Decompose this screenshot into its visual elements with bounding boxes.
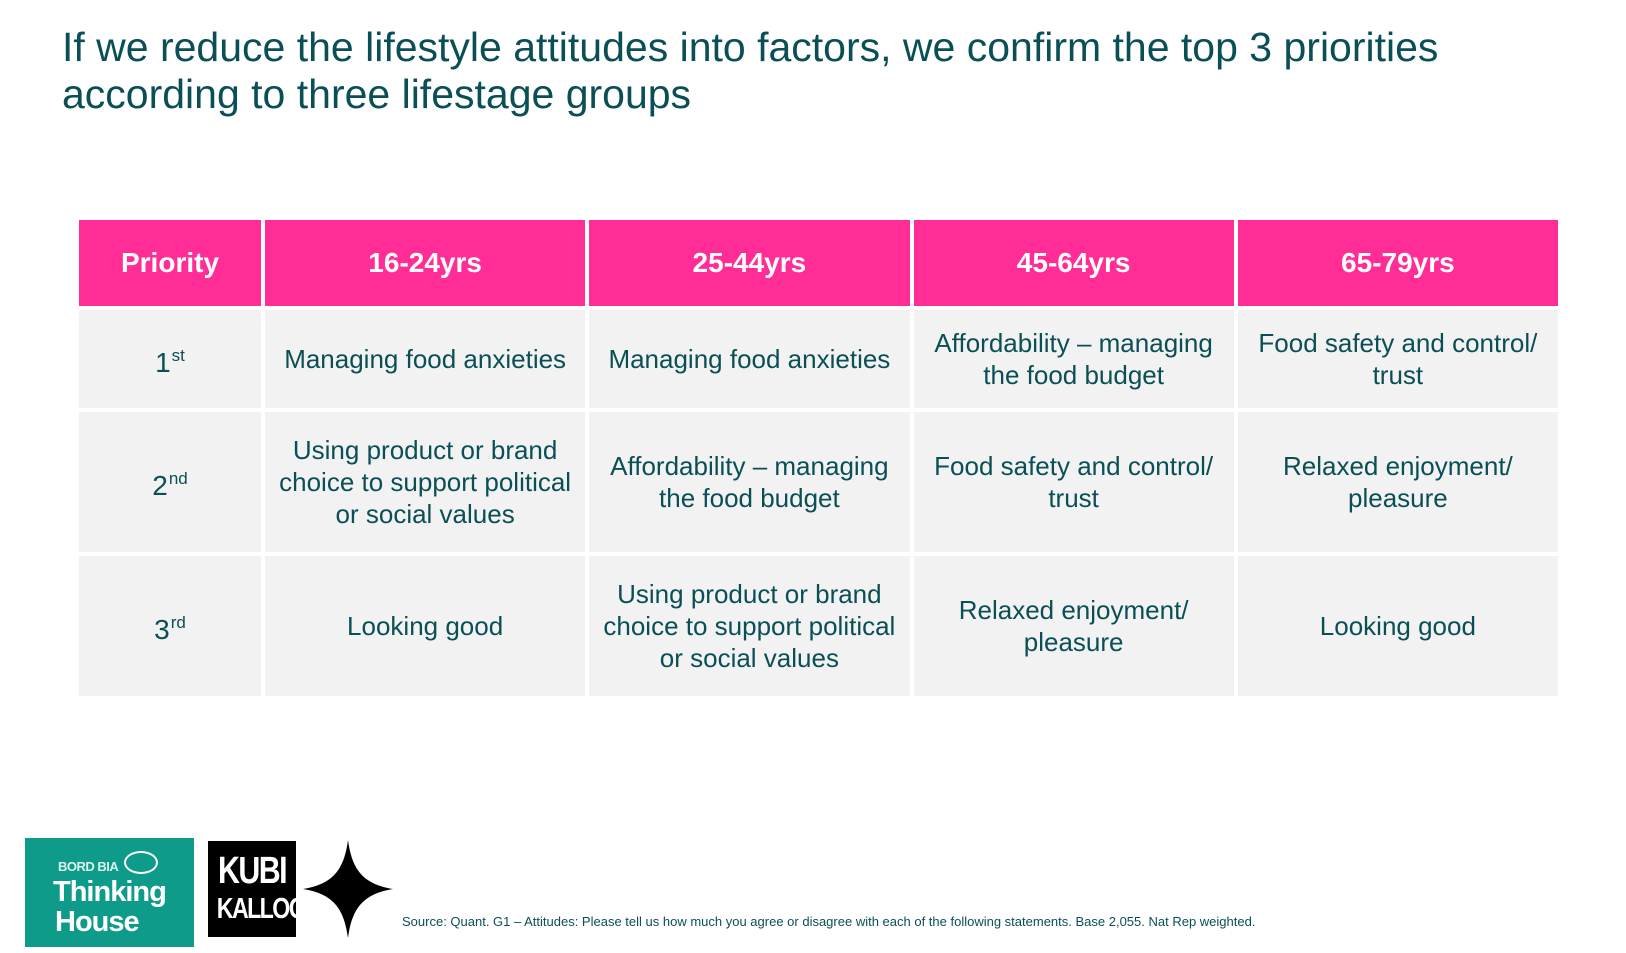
four-point-star-icon (303, 840, 393, 938)
table-cell: Managing food anxieties (589, 310, 910, 408)
rank-label: 2nd (152, 468, 188, 501)
header-65-79: 65-79yrs (1237, 220, 1558, 306)
logo-text-line1: Thinking (53, 876, 167, 908)
rank-label: 1st (155, 345, 185, 378)
rank-cell: 1st (79, 310, 261, 408)
header-25-44: 25-44yrs (589, 220, 910, 306)
table-cell: Using product or brand choice to support… (589, 556, 910, 696)
table-cell: Looking good (1237, 556, 1558, 696)
kubi-kalloo-logo: KUBI KALLOO (208, 841, 307, 937)
table-cell: Food safety and control/ trust (913, 412, 1234, 552)
header-16-24: 16-24yrs (265, 220, 586, 306)
logo-text-small: BORD BIA (58, 859, 119, 874)
slide-title: If we reduce the lifestyle attitudes int… (62, 24, 1439, 117)
table-row: 1st Managing food anxieties Managing foo… (79, 310, 1558, 408)
table-row: 2nd Using product or brand choice to sup… (79, 412, 1558, 552)
table-cell: Using product or brand choice to support… (265, 412, 586, 552)
rank-cell: 3rd (79, 556, 261, 696)
table-cell: Relaxed enjoyment/ pleasure (913, 556, 1234, 696)
table-cell: Affordability – managing the food budget (913, 310, 1234, 408)
source-note: Source: Quant. G1 – Attitudes: Please te… (402, 914, 1256, 929)
logo-text-line1: KUBI (218, 850, 288, 892)
logo-text-line2: KALLOO (216, 893, 307, 925)
table-row: 3rd Looking good Using product or brand … (79, 556, 1558, 696)
table-header-row: Priority 16-24yrs 25-44yrs 45-64yrs 65-7… (79, 220, 1558, 306)
rank-label: 3rd (154, 612, 186, 645)
table-cell: Managing food anxieties (265, 310, 586, 408)
logo-text-line2: House (55, 906, 140, 938)
bord-bia-thinking-house-logo: BORD BIA Thinking House (25, 838, 194, 947)
table-cell: Relaxed enjoyment/ pleasure (1237, 412, 1558, 552)
table-cell: Food safety and control/ trust (1237, 310, 1558, 408)
priority-table: Priority 16-24yrs 25-44yrs 45-64yrs 65-7… (75, 216, 1562, 700)
header-45-64: 45-64yrs (913, 220, 1234, 306)
speech-bubble-icon (124, 851, 158, 874)
table-cell: Looking good (265, 556, 586, 696)
header-priority: Priority (79, 220, 261, 306)
table-cell: Affordability – managing the food budget (589, 412, 910, 552)
rank-cell: 2nd (79, 412, 261, 552)
